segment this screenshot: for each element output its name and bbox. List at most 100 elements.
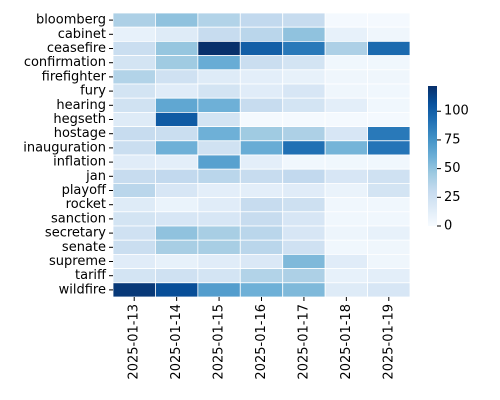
heatmap-cell — [367, 140, 411, 156]
column-labels: 2025-01-13 2025-01-14 2025-01-15 2025-01-16… — [127, 297, 396, 380]
heatmap-cell — [239, 126, 284, 142]
row-label: rocket — [66, 197, 106, 212]
heatmap-cell — [239, 239, 284, 255]
heatmap-cell — [239, 140, 284, 156]
heatmap-cell — [367, 182, 411, 198]
row-label: confirmation — [24, 55, 106, 70]
heatmap-cell — [155, 197, 199, 213]
heatmap-cell — [282, 112, 326, 128]
row-label: sanction — [51, 211, 106, 226]
heatmap-cell — [239, 26, 284, 42]
colorbar: 0 25 50 75 100 — [428, 86, 469, 234]
heatmap-cell — [112, 168, 156, 184]
row-label: fury — [80, 84, 106, 99]
row-label: inauguration — [23, 140, 106, 155]
heatmap-cell — [112, 12, 156, 28]
heatmap-cell — [197, 197, 241, 213]
row-label: cabinet — [58, 27, 106, 42]
heatmap-cell — [324, 41, 368, 57]
heatmap-cell — [197, 55, 241, 71]
heatmap-cell — [155, 126, 199, 142]
heatmap-cell — [324, 182, 368, 198]
heatmap-cell — [324, 69, 368, 85]
heatmap-cell — [197, 83, 241, 99]
heatmap-cell — [367, 268, 411, 284]
heatmap-cell — [282, 197, 326, 213]
heatmap-cell — [155, 211, 199, 227]
heatmap-cell — [367, 126, 411, 142]
heatmap-cell — [155, 12, 199, 28]
colorbar-tick-label: 50 — [444, 161, 461, 176]
heatmap-cell — [197, 225, 241, 241]
heatmap-cell — [197, 69, 241, 85]
heatmap-cell — [112, 225, 156, 241]
heatmap-cell — [324, 154, 368, 170]
heatmap-cell — [367, 197, 411, 213]
heatmap-cell — [282, 97, 326, 113]
heatmap-cell — [155, 55, 199, 71]
heatmap-cell — [282, 182, 326, 198]
heatmap-cell — [367, 253, 411, 269]
colorbar-tick-label: 100 — [444, 104, 469, 119]
row-label: bloomberg — [36, 13, 106, 28]
heatmap-cell — [239, 12, 284, 28]
heatmap-cell — [367, 83, 411, 99]
heatmap-cell — [155, 154, 199, 170]
heatmap-cell — [239, 168, 284, 184]
heatmap-cell — [197, 140, 241, 156]
heatmap-cell — [239, 83, 284, 99]
heatmap-cell — [239, 112, 284, 128]
heatmap-cell — [197, 154, 241, 170]
heatmap-cell — [197, 239, 241, 255]
heatmap-cell — [239, 41, 284, 57]
heatmap-cell — [112, 197, 156, 213]
heatmap-cell — [112, 112, 156, 128]
heatmap-cell — [197, 211, 241, 227]
heatmap-cell — [155, 225, 199, 241]
heatmap-cell — [324, 225, 368, 241]
heatmap-cell — [112, 182, 156, 198]
heatmap-cell — [239, 197, 284, 213]
heatmap-cell — [282, 154, 326, 170]
heatmap-cell — [367, 12, 411, 28]
heatmap-cell — [197, 112, 241, 128]
colorbar-gradient — [428, 86, 437, 226]
heatmap-cell — [367, 97, 411, 113]
heatmap-cell — [112, 239, 156, 255]
heatmap-cell — [282, 268, 326, 284]
heatmap-cell — [197, 126, 241, 142]
heatmap-cell — [324, 282, 368, 298]
heatmap-cell — [239, 97, 284, 113]
heatmap-cell — [112, 126, 156, 142]
heatmap-cell — [155, 282, 199, 298]
heatmap-cell — [155, 253, 199, 269]
row-label: firefighter — [42, 69, 107, 84]
heatmap-cell — [282, 41, 326, 57]
heatmap-cell — [367, 239, 411, 255]
heatmap-cells — [112, 12, 411, 298]
heatmap-cell — [197, 26, 241, 42]
heatmap-cell — [324, 253, 368, 269]
heatmap-cell — [112, 253, 156, 269]
heatmap-cell — [112, 211, 156, 227]
heatmap-cell — [282, 282, 326, 298]
heatmap-cell — [197, 268, 241, 284]
heatmap-cell — [367, 26, 411, 42]
heatmap-cell — [324, 83, 368, 99]
heatmap-cell — [282, 26, 326, 42]
heatmap-cell — [324, 26, 368, 42]
row-label: ceasefire — [47, 41, 106, 56]
heatmap-cell — [155, 41, 199, 57]
heatmap-cell — [239, 55, 284, 71]
row-label: hostage — [54, 126, 106, 141]
row-label: supreme — [49, 254, 106, 269]
row-label: jan — [85, 169, 106, 184]
column-label: 2025-01-17 — [296, 304, 311, 380]
heatmap-cell — [367, 55, 411, 71]
heatmap-cell — [367, 211, 411, 227]
heatmap-cell — [112, 41, 156, 57]
heatmap-cell — [367, 225, 411, 241]
colorbar-tick-label: 25 — [444, 190, 461, 205]
heatmap-cell — [155, 239, 199, 255]
heatmap-cell — [112, 69, 156, 85]
